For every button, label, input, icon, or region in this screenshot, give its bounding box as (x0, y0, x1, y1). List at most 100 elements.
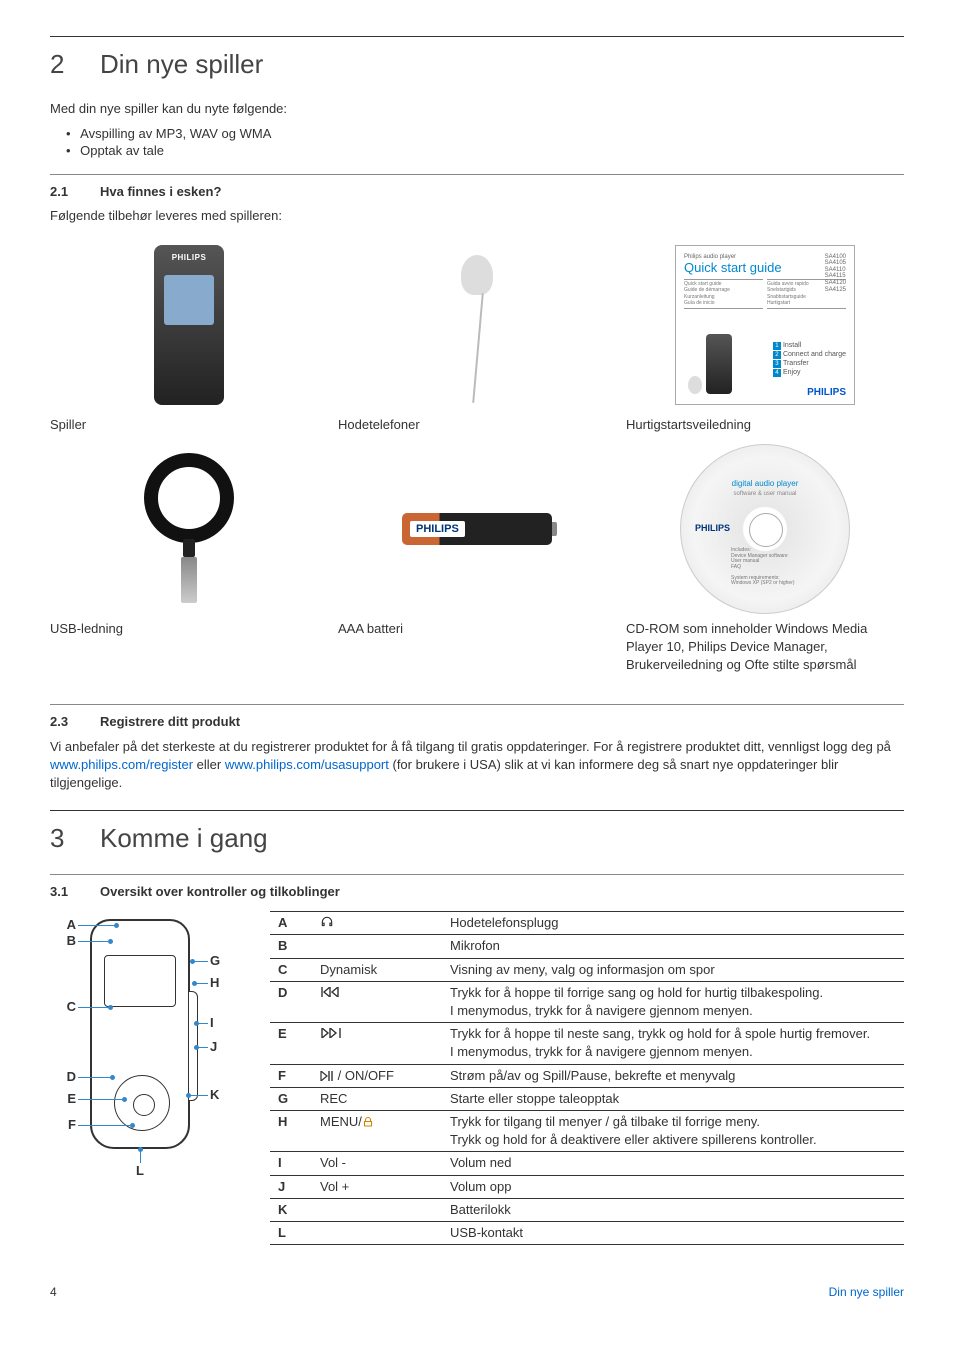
rule (50, 174, 904, 175)
page-number: 4 (50, 1285, 57, 1299)
callout-E: E (50, 1091, 76, 1106)
footer-label: Din nye spiller (829, 1285, 904, 1299)
sub23-number: 2.3 (50, 713, 100, 731)
guide-label: Hurtigstartsveiledning (626, 416, 904, 434)
control-desc: Mikrofon (442, 935, 904, 958)
sub21-intro: Følgende tilbehør leveres med spilleren: (50, 207, 904, 225)
control-letter: I (270, 1152, 312, 1175)
section2-intro: Med din nye spiller kan du nyte følgende… (50, 100, 904, 118)
controls-table-wrap: AHodetelefonspluggBMikrofonCDynamiskVisn… (270, 911, 904, 1245)
control-desc: Hodetelefonsplugg (442, 912, 904, 935)
control-desc: USB-kontakt (442, 1221, 904, 1244)
callout-J: J (210, 1039, 217, 1054)
control-symbol (312, 912, 442, 935)
page-footer: 4 Din nye spiller (50, 1285, 904, 1299)
callout-C: C (50, 999, 76, 1014)
control-desc: Volum ned (442, 1152, 904, 1175)
section2-number: 2 (50, 49, 100, 80)
sub31-heading: 3.1Oversikt over kontroller og tilkoblin… (50, 883, 904, 901)
table-row: CDynamiskVisning av meny, valg og inform… (270, 958, 904, 981)
cdrom-thumb: digital audio playersoftware & user manu… (626, 444, 904, 614)
battery-brand: PHILIPS (410, 521, 465, 537)
control-desc: Trykk for å hoppe til forrige sang og ho… (442, 981, 904, 1022)
rule-top (50, 36, 904, 37)
control-symbol (312, 1198, 442, 1221)
table-row: GRECStarte eller stoppe taleopptak (270, 1087, 904, 1110)
control-letter: E (270, 1023, 312, 1064)
control-letter: C (270, 958, 312, 981)
control-symbol (312, 1221, 442, 1244)
section2-title: Din nye spiller (100, 49, 263, 79)
sub21-title: Hva finnes i esken? (100, 184, 221, 199)
control-letter: L (270, 1221, 312, 1244)
control-symbol (312, 1023, 442, 1064)
table-row: IVol -Volum ned (270, 1152, 904, 1175)
control-symbol (312, 935, 442, 958)
register-link[interactable]: www.philips.com/register (50, 757, 193, 772)
headphones-label: Hodetelefoner (338, 416, 616, 434)
sub23-text2: eller (193, 757, 225, 772)
sub31-title: Oversikt over kontroller og tilkoblinger (100, 884, 340, 899)
sub23-heading: 2.3Registrere ditt produkt (50, 713, 904, 731)
callout-B: B (50, 933, 76, 948)
table-row: L USB-kontakt (270, 1221, 904, 1244)
control-desc: Batterilokk (442, 1198, 904, 1221)
sub23-text1: Vi anbefaler på det sterkeste at du regi… (50, 739, 891, 754)
box-item-guide: Philips audio player Quick start guide S… (626, 240, 904, 434)
controls-section: A B C D E F G H I J K L (50, 911, 904, 1245)
callout-K: K (210, 1087, 219, 1102)
box-item-battery: PHILIPS AAA batteri (338, 444, 616, 675)
control-letter: J (270, 1175, 312, 1198)
control-symbol: Vol + (312, 1175, 442, 1198)
box-contents-grid: Spiller Hodetelefoner Philips audio play… (50, 240, 904, 675)
box-item-player: Spiller (50, 240, 328, 434)
table-row: JVol +Volum opp (270, 1175, 904, 1198)
control-symbol: Dynamisk (312, 958, 442, 981)
headphones-thumb (338, 240, 616, 410)
control-letter: K (270, 1198, 312, 1221)
rule (50, 810, 904, 811)
player-thumb (50, 240, 328, 410)
control-letter: A (270, 912, 312, 935)
callout-D: D (50, 1069, 76, 1084)
box-item-cdrom: digital audio playersoftware & user manu… (626, 444, 904, 675)
sub23-title: Registrere ditt produkt (100, 714, 240, 729)
table-row: A Hodetelefonsplugg (270, 912, 904, 935)
control-symbol: REC (312, 1087, 442, 1110)
guide-brand: PHILIPS (807, 387, 846, 398)
callout-A: A (50, 917, 76, 932)
control-desc: Volum opp (442, 1175, 904, 1198)
guide-models: SA4100 SA4105 SA4110 SA4115 SA4120 SA412… (825, 254, 846, 294)
callout-F: F (50, 1117, 76, 1132)
sub21-heading: 2.1Hva finnes i esken? (50, 183, 904, 201)
cdrom-label: CD-ROM som inneholder Windows Media Play… (626, 620, 904, 675)
table-row: E Trykk for å hoppe til neste sang, trykk… (270, 1023, 904, 1064)
control-desc: Trykk for tilgang til menyer / gå tilbak… (442, 1110, 904, 1151)
control-letter: D (270, 981, 312, 1022)
sub21-number: 2.1 (50, 183, 100, 201)
list-item: Avspilling av MP3, WAV og WMA (66, 126, 904, 141)
battery-thumb: PHILIPS (338, 444, 616, 614)
box-item-headphones: Hodetelefoner (338, 240, 616, 434)
feature-list: Avspilling av MP3, WAV og WMA Opptak av … (66, 126, 904, 158)
callout-H: H (210, 975, 219, 990)
callout-I: I (210, 1015, 214, 1030)
table-row: K Batterilokk (270, 1198, 904, 1221)
control-desc: Starte eller stoppe taleopptak (442, 1087, 904, 1110)
section3-title: Komme i gang (100, 823, 268, 853)
control-desc: Trykk for å hoppe til neste sang, trykk … (442, 1023, 904, 1064)
control-desc: Visning av meny, valg og informasjon om … (442, 958, 904, 981)
player-label: Spiller (50, 416, 328, 434)
control-letter: B (270, 935, 312, 958)
table-row: B Mikrofon (270, 935, 904, 958)
control-symbol: / ON/OFF (312, 1064, 442, 1087)
control-symbol: MENU/ (312, 1110, 442, 1151)
callout-L: L (136, 1163, 144, 1178)
usb-thumb (50, 444, 328, 614)
usasupport-link[interactable]: www.philips.com/usasupport (225, 757, 389, 772)
rule (50, 874, 904, 875)
control-letter: G (270, 1087, 312, 1110)
table-row: F / ON/OFFStrøm på/av og Spill/Pause, be… (270, 1064, 904, 1087)
device-diagram: A B C D E F G H I J K L (50, 911, 250, 1191)
table-row: HMENU/Trykk for tilgang til menyer / gå … (270, 1110, 904, 1151)
